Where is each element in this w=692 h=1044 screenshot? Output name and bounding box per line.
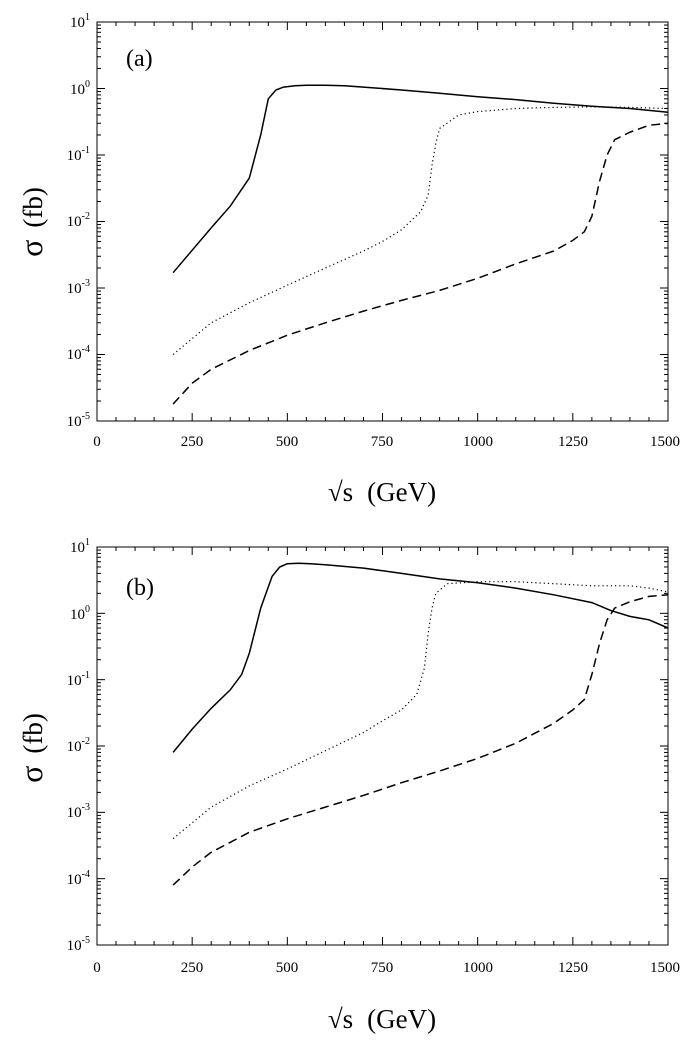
series-line-dotted-b xyxy=(172,581,669,840)
y-tick-label: 10-1 xyxy=(67,670,90,689)
panel-a: 0 250 500 750 1000 1250 1500 10-5 10-4 1… xyxy=(13,12,680,507)
x-tick-label: 750 xyxy=(371,434,394,450)
y-axis-title-a: σ(fb) xyxy=(13,187,49,257)
y-tick-label: 10-5 xyxy=(67,935,90,954)
y-tick-label: 10-3 xyxy=(67,802,90,821)
x-tick-label: 1250 xyxy=(558,434,588,450)
y-tick-label: 10-2 xyxy=(67,211,90,230)
y-tick-label: 101 xyxy=(70,537,90,556)
tick-marks-b xyxy=(96,546,669,946)
y-tick-label: 100 xyxy=(70,604,90,623)
y-tick-label: 100 xyxy=(70,79,90,98)
y-tick-label: 10-3 xyxy=(67,278,90,297)
panel-b: 0 250 500 750 1000 1250 1500 10-5 10-4 1… xyxy=(13,537,680,1034)
y-tick-label: 10-4 xyxy=(67,344,90,363)
series-line-dashed-b xyxy=(172,594,669,886)
y-tick-label: 10-1 xyxy=(67,145,90,164)
tick-marks-a xyxy=(96,21,669,422)
x-tick-label: 1500 xyxy=(650,434,680,450)
series-line-dotted-a xyxy=(172,106,669,355)
series-line-dashed-a xyxy=(172,122,669,405)
x-tick-label: 500 xyxy=(276,434,299,450)
x-tick-label: 750 xyxy=(371,960,394,976)
y-tick-label: 10-2 xyxy=(67,736,90,755)
y-tick-label: 10-5 xyxy=(67,411,90,430)
y-axis-title-b: σ(fb) xyxy=(13,713,49,783)
x-tick-label: 1000 xyxy=(463,434,493,450)
y-tick-label: 101 xyxy=(70,12,90,31)
x-tick-label: 0 xyxy=(93,434,101,450)
x-tick-label: 1000 xyxy=(463,960,493,976)
plot-frame-a xyxy=(96,21,669,422)
x-axis-title-a: √s (GeV) xyxy=(328,477,436,507)
x-axis-title-b: √s (GeV) xyxy=(328,1004,436,1034)
x-tick-label: 250 xyxy=(181,960,204,976)
x-tick-label: 1250 xyxy=(558,960,588,976)
y-tick-label: 10-4 xyxy=(67,869,90,888)
x-tick-label: 500 xyxy=(276,960,299,976)
x-tick-label: 0 xyxy=(93,960,101,976)
panel-label-b: (b) xyxy=(126,575,154,601)
x-tick-label: 1500 xyxy=(650,960,680,976)
x-tick-label: 250 xyxy=(181,434,204,450)
series-line-solid-a xyxy=(172,84,669,274)
plot-frame-b xyxy=(96,546,669,946)
series-line-solid-b xyxy=(172,562,669,753)
panel-label-a: (a) xyxy=(126,46,153,72)
